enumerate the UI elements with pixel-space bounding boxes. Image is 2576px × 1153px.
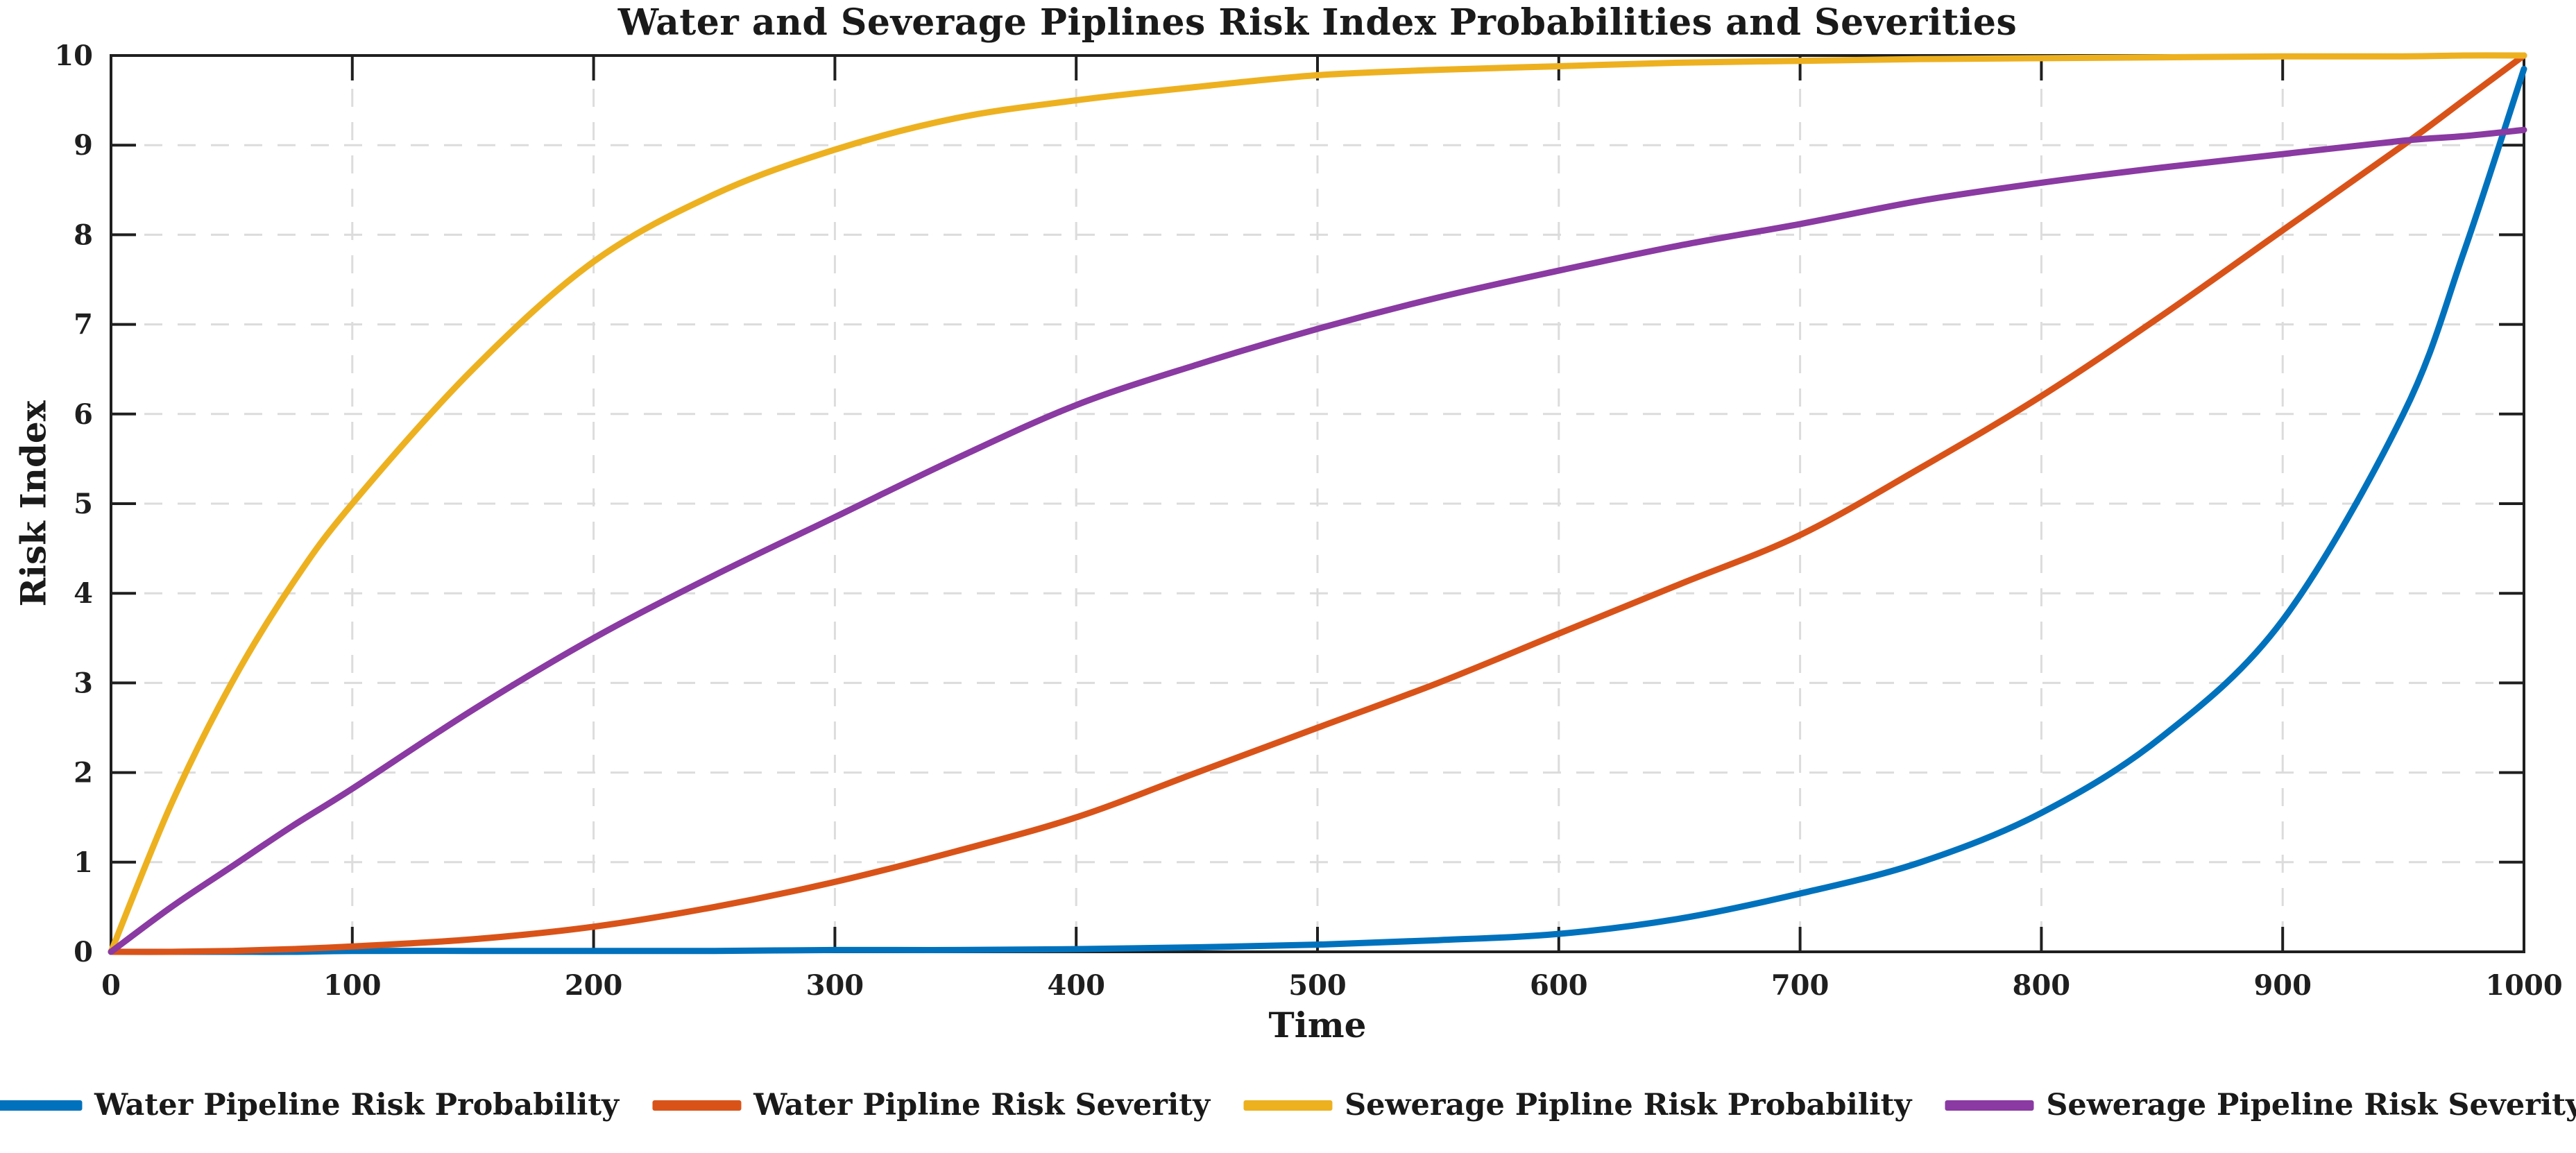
legend-item-sewerage-pipeline-risk-severity: Sewerage Pipeline Risk Severity — [1945, 1088, 2576, 1122]
x-tick-label: 400 — [1047, 969, 1105, 1002]
y-axis-label: Risk Index — [12, 400, 54, 607]
y-tick-label: 6 — [74, 398, 93, 431]
series-line-water-pipeline-risk-probability — [108, 65, 2527, 955]
series-line-water-pipline-risk-severity — [108, 52, 2527, 955]
y-tick-label: 9 — [74, 129, 93, 162]
y-tick-label: 8 — [74, 219, 93, 251]
series-line-sewerage-pipeline-risk-severity — [108, 126, 2527, 955]
series-layer — [108, 52, 2527, 955]
x-tick-label: 800 — [2013, 969, 2071, 1002]
x-tick-label: 100 — [323, 969, 382, 1002]
legend: Water Pipeline Risk Probability Water Pi… — [0, 1088, 2576, 1122]
y-tick-label: 2 — [74, 757, 93, 789]
x-tick-label: 900 — [2253, 969, 2312, 1002]
x-tick-label: 500 — [1288, 969, 1347, 1002]
legend-item-water-pipeline-risk-probability: Water Pipeline Risk Probability — [0, 1088, 619, 1122]
plot-frame — [110, 54, 2525, 953]
legend-label: Water Pipeline Risk Probability — [94, 1088, 620, 1122]
y-tick-label: 5 — [74, 488, 93, 520]
x-axis-label: Time — [1268, 1005, 1367, 1045]
legend-item-sewerage-pipline-risk-probability: Sewerage Pipline Risk Probability — [1243, 1088, 1911, 1122]
x-tick-label: 1000 — [2485, 969, 2562, 1002]
legend-label: Water Pipline Risk Severity — [753, 1088, 1211, 1122]
y-tick-label: 3 — [74, 667, 93, 699]
axes-frame — [110, 54, 2525, 953]
x-tick-label: 300 — [806, 969, 864, 1002]
legend-item-water-pipline-risk-severity: Water Pipline Risk Severity — [652, 1088, 1210, 1122]
y-tick-label: 7 — [74, 309, 93, 341]
y-tick-label: 10 — [54, 40, 93, 72]
legend-label: Sewerage Pipline Risk Probability — [1345, 1088, 1912, 1122]
y-tick-label: 1 — [74, 846, 93, 879]
legend-swatch-purple-line — [1945, 1100, 2034, 1111]
series-line-sewerage-pipline-risk-probability — [108, 52, 2527, 955]
grid-layer — [111, 55, 2524, 952]
legend-label: Sewerage Pipeline Risk Severity — [2046, 1088, 2576, 1122]
legend-swatch-orange-line — [652, 1100, 742, 1111]
y-tick-label: 4 — [74, 577, 93, 610]
x-tick-label: 200 — [565, 969, 623, 1002]
x-tick-label: 600 — [1530, 969, 1588, 1002]
x-tick-label: 0 — [101, 969, 121, 1002]
x-tick-label: 700 — [1771, 969, 1829, 1002]
legend-swatch-yellow-line — [1243, 1100, 1333, 1111]
chart-title: Water and Severage Piplines Risk Index P… — [617, 1, 2018, 44]
tick-label-layer: 0 100 200 300 400 500 600 700 800 900 1000 0 1 2 3 4 5 6 7… — [54, 40, 2562, 1002]
y-tick-label: 0 — [74, 936, 93, 968]
legend-swatch-blue-line — [0, 1100, 82, 1111]
